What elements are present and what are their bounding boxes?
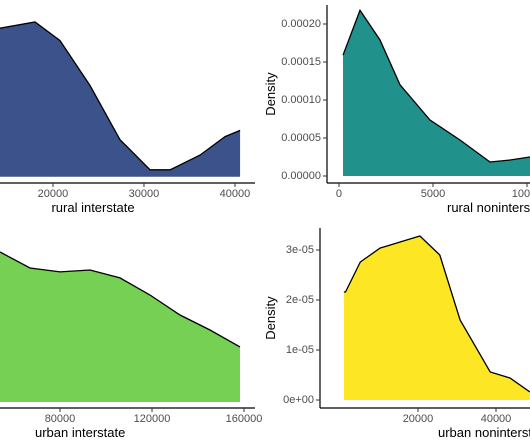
y-tick-label: 3e-05 — [286, 244, 314, 256]
x-tick-label: 120000 — [134, 413, 171, 425]
x-tick-label: 0 — [336, 188, 342, 200]
y-axis-title: Density — [263, 72, 278, 116]
x-tick-label: 30000 — [129, 188, 160, 200]
x-axis-title: urban noninterstate — [438, 425, 530, 440]
y-tick-label: 1e-05 — [286, 344, 314, 356]
density-fill — [0, 22, 241, 177]
x-tick-label: 160000 — [226, 413, 263, 425]
y-tick-label: 0.00005 — [281, 132, 321, 144]
y-axis-title: Density — [263, 296, 278, 340]
x-tick-label: 10000 — [512, 188, 530, 200]
y-tick-label: 0.00015 — [281, 56, 321, 68]
y-tick-label: 0.00000 — [281, 170, 321, 182]
density-fill — [343, 236, 530, 400]
x-tick-label: 40000 — [481, 413, 512, 425]
density-fill — [0, 252, 240, 402]
x-axis-title: rural interstate — [51, 200, 134, 215]
density-fill — [343, 10, 530, 177]
y-tick-label: 0e+00 — [283, 394, 314, 406]
y-tick-label: 0.00010 — [281, 94, 321, 106]
density-line — [0, 21, 241, 171]
y-tick-label: 2e-05 — [286, 294, 314, 306]
density-line — [342, 8, 530, 163]
x-axis-title: rural noninterstate — [447, 200, 530, 215]
x-axis-title: urban interstate — [35, 425, 125, 440]
x-tick-label: 20000 — [403, 413, 434, 425]
x-tick-label: 40000 — [220, 188, 251, 200]
x-tick-label: 20000 — [38, 188, 69, 200]
density-line — [343, 235, 530, 393]
density-line — [0, 251, 241, 348]
x-tick-label: 80000 — [45, 413, 76, 425]
x-tick-label: 5000 — [421, 188, 445, 200]
y-tick-label: 0.00020 — [281, 18, 321, 30]
